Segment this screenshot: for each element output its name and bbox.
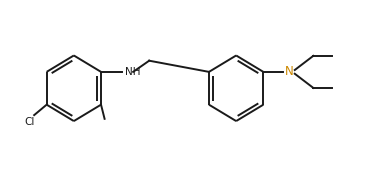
Text: N: N bbox=[284, 65, 293, 78]
Text: Cl: Cl bbox=[24, 117, 35, 127]
Text: NH: NH bbox=[125, 67, 140, 77]
